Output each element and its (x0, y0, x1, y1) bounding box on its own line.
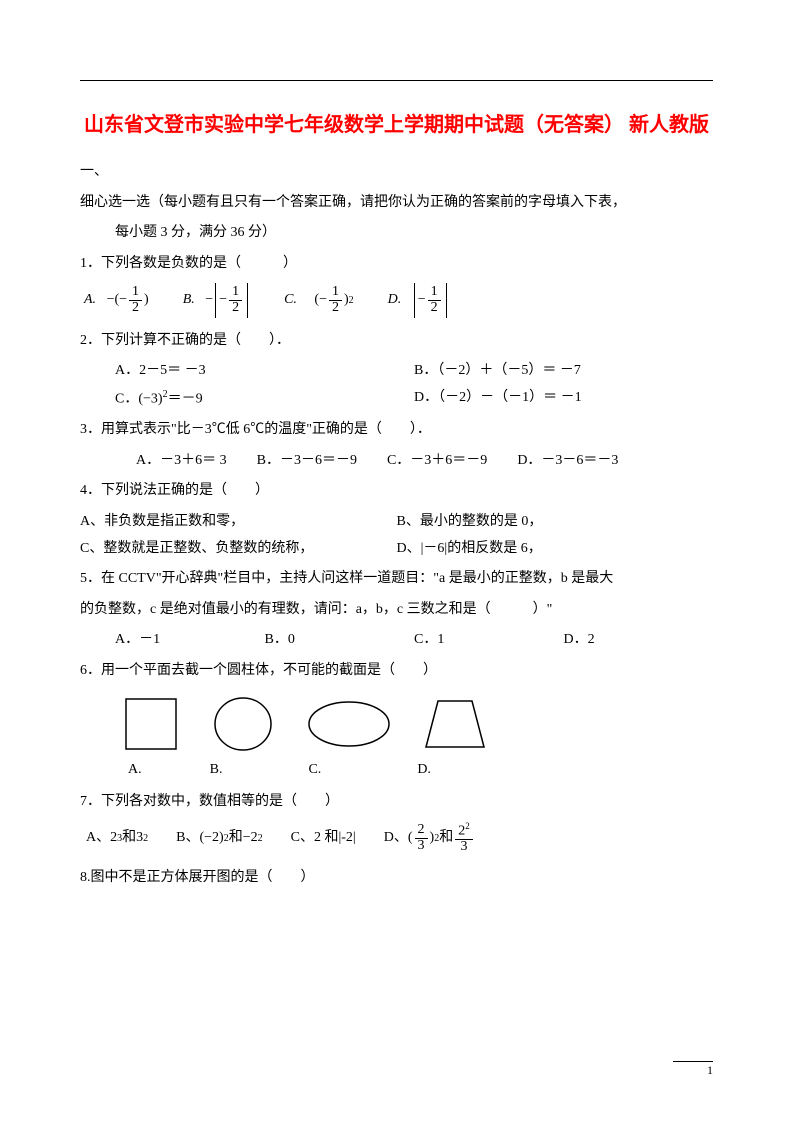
q5-options: A．－1 B．0 C．1 D．2 (80, 627, 713, 654)
instructions-line1: 细心选一选（每小题有且只有一个答案正确，请把你认为正确的答案前的字母填入下表， (80, 190, 713, 217)
q2-opt-b: B．（－2）＋（－5）＝ －7 (414, 358, 713, 385)
q2-opt-c: C．(−3)2＝－9 (115, 385, 414, 413)
q5-opt-b: B．0 (265, 627, 415, 654)
q7-stem: 7．下列各对数中，数值相等的是（ ） (80, 789, 713, 816)
q1-a-label: A. (84, 287, 96, 314)
q7-b-mid: 和 (229, 825, 243, 852)
q6-lab-a: A. (128, 757, 142, 784)
q4-row2: C、整数就是正整数、负整数的统称， D、|－6|的相反数是 6， (80, 536, 713, 563)
square-icon (120, 695, 182, 753)
q5-stem-2: 的负整数，c 是绝对值最小的有理数，请问：a，b，c 三数之和是（ ）" (80, 597, 713, 624)
q6-lab-c: C. (308, 757, 321, 784)
q2-opt-d: D．（－2）－（－1）＝ －1 (414, 385, 713, 413)
q1-stem: 1．下列各数是负数的是（ ） (80, 251, 713, 278)
q5-opt-a: A．－1 (115, 627, 265, 654)
q3-options: A．－3＋6＝ 3 B．－3－6＝－9 C．－3＋6＝－9 D．－3－6＝－3 (80, 448, 713, 475)
q3-opt-b: B．－3－6＝－9 (257, 448, 357, 475)
q6-shapes (80, 695, 713, 753)
q3-stem: 3．用算式表示"比－3℃低 6℃的温度"正确的是（ ）． (80, 417, 713, 444)
q3-opt-a: A．－3＋6＝ 3 (136, 448, 227, 475)
circle-icon (210, 695, 276, 753)
instructions-line2: 每小题 3 分，满分 36 分） (80, 220, 713, 247)
q5-stem-1: 5．在 CCTV"开心辞典"栏目中，主持人问这样一道题目："a 是最小的正整数，… (80, 566, 713, 593)
trapezoid-icon (422, 695, 488, 753)
q7-a-prefix: A、 (86, 825, 110, 852)
top-rule (80, 80, 713, 81)
ellipse-icon (304, 695, 394, 753)
q3-opt-c: C．－3＋6＝－9 (387, 448, 487, 475)
section-heading: 一、 (80, 159, 713, 186)
q4-row1: A、非负数是指正数和零， B、最小的整数的是 0， (80, 509, 713, 536)
q7-options: A、23和32 B、(−2)2和−22 C、2 和|-2| D、(23)2和22… (80, 822, 713, 855)
q7-b-prefix: B、 (176, 825, 199, 852)
q7-d-mid: 和 (439, 825, 453, 852)
q2-c-text: ＝－9 (168, 392, 203, 407)
q6-lab-b: B. (210, 757, 223, 784)
q2-stem: 2．下列计算不正确的是（ ）． (80, 328, 713, 355)
q7-a-mid: 和 (122, 825, 136, 852)
q4-stem: 4．下列说法正确的是（ ） (80, 478, 713, 505)
q1-c-label: C. (284, 287, 297, 314)
q4-opt-b: B、最小的整数的是 0， (397, 509, 714, 536)
q1-opt-d: D. −12 (388, 283, 449, 317)
q6-labels: A. B. C. D. (80, 757, 713, 784)
q2-row1: A．2－5＝ －3 B．（－2）＋（－5）＝ －7 (80, 358, 713, 385)
q4-opt-d: D、|－6|的相反数是 6， (397, 536, 714, 563)
q5-opt-d: D．2 (564, 627, 714, 654)
q1-opt-b: B. −−12 (183, 283, 250, 317)
q2-c-prefix: C． (115, 392, 138, 407)
q2-row2: C．(−3)2＝－9 D．（－2）－（－1）＝ －1 (80, 385, 713, 413)
q3-opt-d: D．－3－6＝－3 (517, 448, 618, 475)
page-number: 1 (707, 1059, 713, 1082)
q6-lab-d: D. (417, 757, 431, 784)
q1-options: A. −(−12) B. −−12 C. (−12)2 D. −12 (80, 283, 713, 317)
q1-d-label: D. (388, 287, 402, 314)
q7-opt-b: B、(−2)2和−22 (176, 825, 262, 852)
q4-opt-c: C、整数就是正整数、负整数的统称， (80, 536, 397, 563)
q6-stem: 6．用一个平面去截一个圆柱体，不可能的截面是（ ） (80, 658, 713, 685)
q7-opt-c: C、2 和|-2| (291, 825, 356, 852)
q7-d-prefix: D、 (384, 825, 408, 852)
page-title: 山东省文登市实验中学七年级数学上学期期中试题（无答案） 新人教版 (80, 103, 713, 147)
q1-opt-a: A. −(−12) (84, 285, 149, 315)
q1-opt-c: C. (−12)2 (284, 285, 354, 315)
q8-stem: 8.图中不是正方体展开图的是（ ） (80, 865, 713, 892)
q7-opt-d: D、(23)2和223 (384, 822, 475, 855)
q1-b-label: B. (183, 287, 195, 314)
q7-opt-a: A、23和32 (86, 825, 148, 852)
q5-opt-c: C．1 (414, 627, 564, 654)
q2-opt-a: A．2－5＝ －3 (115, 358, 414, 385)
q4-opt-a: A、非负数是指正数和零， (80, 509, 397, 536)
